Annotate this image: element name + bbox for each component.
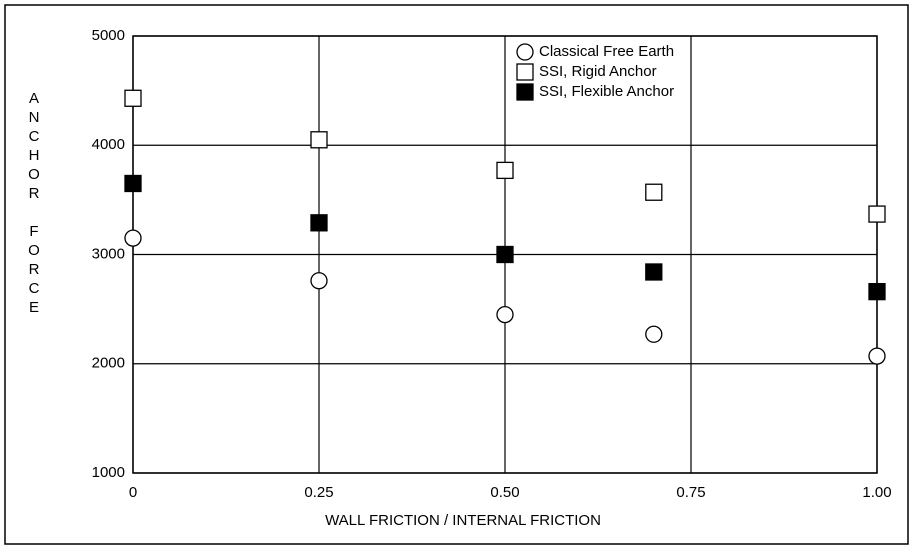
data-point xyxy=(645,183,663,201)
data-point xyxy=(124,89,142,107)
y-tick-label: 2000 xyxy=(92,355,125,372)
data-point xyxy=(496,161,514,180)
legend-marker xyxy=(516,83,534,101)
legend-label: SSI, Flexible Anchor xyxy=(539,83,674,100)
x-axis-label: WALL FRICTION / INTERNAL FRICTION xyxy=(325,512,601,529)
y-axis-label: ANCHOR FORCE xyxy=(26,90,43,318)
data-point xyxy=(124,229,142,247)
x-tick-label: 0.25 xyxy=(304,484,333,501)
y-tick-label: 1000 xyxy=(92,464,125,481)
data-point xyxy=(645,325,663,343)
legend-marker xyxy=(516,63,534,81)
x-tick-label: 1.00 xyxy=(862,484,891,501)
data-point xyxy=(496,245,514,264)
data-point xyxy=(645,263,663,281)
y-tick-label: 4000 xyxy=(92,136,125,153)
data-point xyxy=(496,305,514,324)
data-point xyxy=(124,174,142,193)
data-point xyxy=(310,131,328,149)
data-point xyxy=(868,282,886,301)
legend-marker xyxy=(516,43,534,61)
plot-frame xyxy=(132,35,878,474)
data-point xyxy=(310,214,328,232)
y-tick-label: 5000 xyxy=(92,27,125,44)
data-point xyxy=(868,205,886,223)
legend-label: Classical Free Earth xyxy=(539,43,674,60)
x-tick-label: 0 xyxy=(129,484,137,501)
data-point xyxy=(868,347,886,365)
x-tick-label: 0.50 xyxy=(490,484,519,501)
y-tick-label: 3000 xyxy=(92,245,125,262)
chart-frame xyxy=(4,4,909,545)
data-point xyxy=(310,272,328,290)
legend-label: SSI, Rigid Anchor xyxy=(539,63,657,80)
x-tick-label: 0.75 xyxy=(676,484,705,501)
